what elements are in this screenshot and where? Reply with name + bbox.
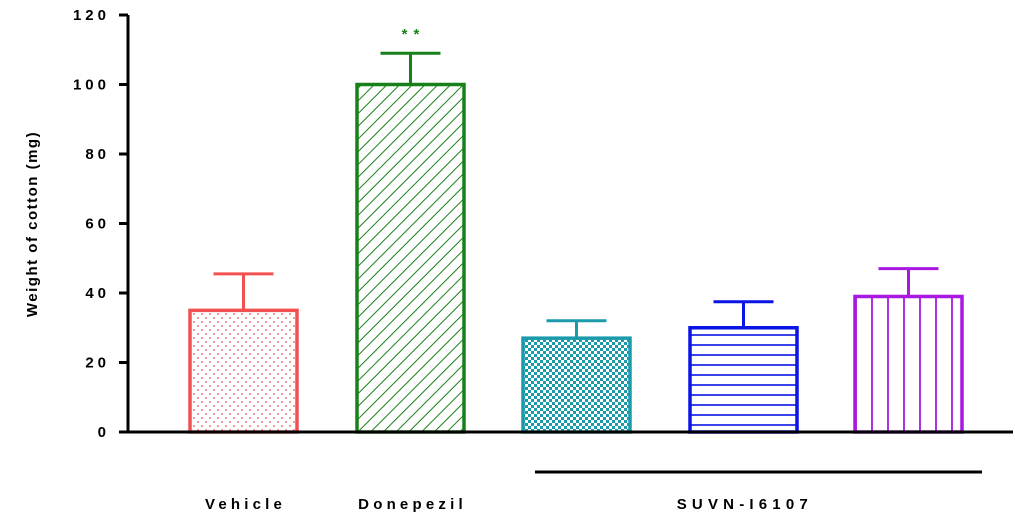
y-ticks: 0 20 40 60 80 100 120 xyxy=(73,7,128,441)
y-tick-label: 0 xyxy=(98,424,110,441)
group-label: Vehicle xyxy=(205,496,286,513)
bar xyxy=(188,308,299,434)
bar xyxy=(355,82,466,434)
y-tick-label: 100 xyxy=(73,77,110,94)
significance-label: ** xyxy=(402,26,426,43)
bar xyxy=(521,336,632,434)
bar xyxy=(688,326,799,434)
y-tick-label: 60 xyxy=(85,216,110,233)
group-label: SUVN-I6107 xyxy=(677,496,813,513)
bar xyxy=(853,294,964,434)
bars-layer: ** xyxy=(188,26,964,434)
y-tick-label: 20 xyxy=(85,355,110,372)
y-axis-title: Weight of cotton (mg) xyxy=(24,131,41,317)
y-tick-label: 120 xyxy=(73,7,110,24)
group-label: Donepezil xyxy=(358,496,467,513)
y-tick-label: 80 xyxy=(85,146,110,163)
group-labels: Vehicle Donepezil SUVN-I6107 xyxy=(205,470,982,513)
y-tick-label: 40 xyxy=(85,285,110,302)
